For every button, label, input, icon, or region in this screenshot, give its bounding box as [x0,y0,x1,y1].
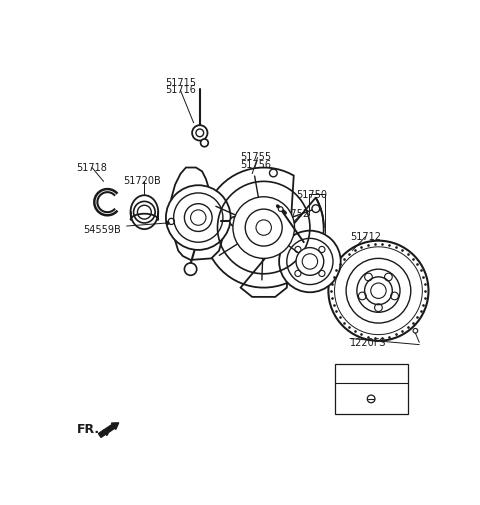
Circle shape [269,170,277,177]
Text: 51750: 51750 [296,190,327,199]
Polygon shape [204,168,324,297]
Text: 51720B: 51720B [123,176,160,186]
Circle shape [201,140,208,147]
Circle shape [133,202,155,224]
Circle shape [328,241,429,341]
Circle shape [346,259,411,323]
Text: 51755: 51755 [240,152,272,161]
Text: 51716: 51716 [165,85,196,95]
Text: 51718: 51718 [77,163,108,173]
Text: 51752: 51752 [278,208,310,218]
Circle shape [166,186,230,250]
Circle shape [279,231,341,293]
Text: 51715: 51715 [165,77,196,87]
Circle shape [296,248,324,276]
Text: 54559B: 54559B [83,224,120,234]
Bar [335,364,408,414]
Circle shape [184,264,197,276]
Text: 1326GB: 1326GB [349,368,393,378]
Text: FR.: FR. [77,422,100,435]
Circle shape [365,277,392,305]
Polygon shape [171,168,223,261]
Circle shape [230,217,239,227]
Text: 51712: 51712 [350,232,381,242]
Circle shape [166,222,169,225]
FancyArrow shape [98,423,119,437]
Circle shape [233,197,295,259]
Circle shape [184,205,212,232]
Circle shape [192,126,207,141]
Text: 51756: 51756 [240,160,272,170]
Circle shape [278,208,283,212]
Circle shape [312,206,320,213]
Text: 1220FS: 1220FS [350,337,386,347]
Circle shape [245,210,282,246]
